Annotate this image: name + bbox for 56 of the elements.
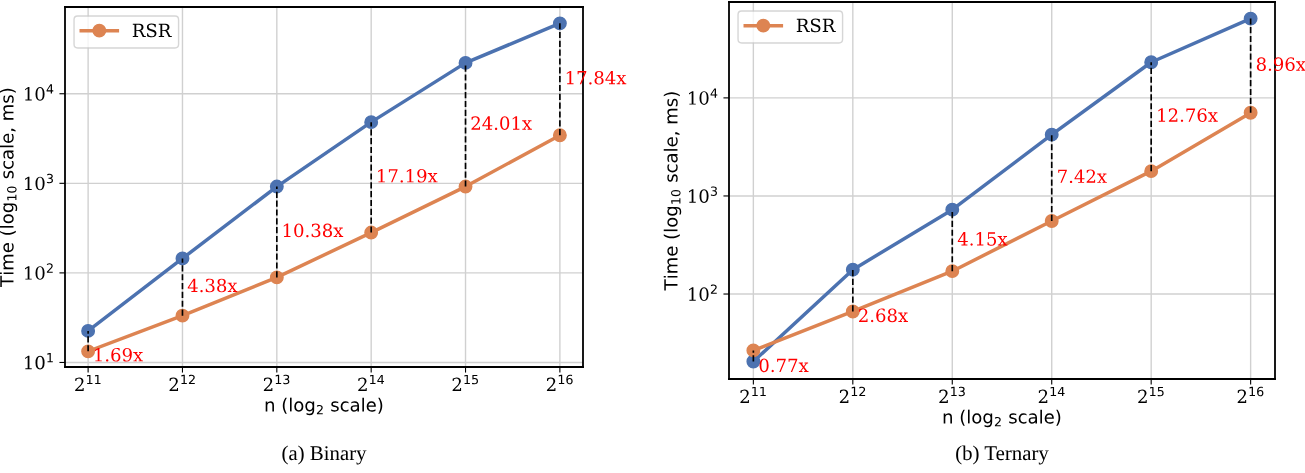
point <box>552 16 567 31</box>
annotation: 4.15x <box>957 232 1008 246</box>
y-tick-label: 10$^{2}$ <box>689 284 717 301</box>
y-tick-label: 10$^{4}$ <box>25 84 54 101</box>
point <box>1243 105 1258 120</box>
y-tick-label: 10$^{2}$ <box>25 263 53 280</box>
x-axis-title: n (log$_{2}$ scale) <box>265 397 383 416</box>
x-tick-label: 2$^{14}$ <box>1038 386 1065 404</box>
point <box>364 115 379 130</box>
annotation: 4.38x <box>187 278 238 293</box>
point <box>845 262 860 277</box>
legend-label: RSR <box>796 18 836 33</box>
point <box>81 344 96 359</box>
x-tick-label: 2$^{12}$ <box>169 374 195 391</box>
y-tick-label: 10$^{4}$ <box>689 88 718 105</box>
point <box>269 179 284 194</box>
point <box>1144 55 1159 70</box>
annotation: 7.42x <box>1058 169 1107 184</box>
x-tick-label: 2$^{12}$ <box>839 386 866 403</box>
point <box>945 202 960 217</box>
annotation: 1.69x <box>95 347 143 362</box>
x-tick-label: 2$^{11}$ <box>740 386 766 404</box>
annotation: 24.01x <box>471 116 532 130</box>
y-tick-label: 10$^{3}$ <box>689 186 717 203</box>
y-tick-label: 10$^{3}$ <box>25 173 53 191</box>
point <box>552 128 567 143</box>
y-tick-label: 10$^{1}$ <box>25 353 53 370</box>
y-axis-title: Time (log$_{10}$ scale, ms) <box>0 88 18 287</box>
x-tick-label: 2$^{15}$ <box>1138 386 1164 404</box>
x-tick-label: 2$^{16}$ <box>546 374 573 391</box>
x-tick-label: 2$^{13}$ <box>263 374 290 391</box>
legend-label: RSR <box>132 23 172 38</box>
point <box>1243 11 1258 26</box>
text: (b) Ternary <box>956 445 1049 465</box>
x-tick-label: 2$^{16}$ <box>1237 386 1264 403</box>
point <box>1044 214 1059 228</box>
point <box>175 251 190 266</box>
x-tick-label: 2$^{14}$ <box>358 374 385 392</box>
point <box>945 264 960 279</box>
point <box>458 179 473 194</box>
point <box>746 343 761 358</box>
x-tick-label: 2$^{13}$ <box>939 386 965 403</box>
x-tick-label: 2$^{15}$ <box>452 374 478 392</box>
point <box>458 55 473 70</box>
point <box>1144 164 1159 179</box>
point <box>175 308 190 323</box>
annotation: 0.77x <box>759 358 809 373</box>
x-axis-title: n (log$_{2}$ scale) <box>943 409 1061 428</box>
point <box>81 323 96 338</box>
annotation: 12.76x <box>1158 108 1218 122</box>
y-axis-title: Time (log$_{10}$ scale, ms) <box>663 92 682 291</box>
text: (a) Binary <box>282 445 367 465</box>
annotation: 10.38x <box>283 223 344 238</box>
x-tick-label: 2$^{11}$ <box>75 374 101 392</box>
annotation: 17.19x <box>378 168 438 183</box>
annotation: 2.68x <box>859 308 908 323</box>
